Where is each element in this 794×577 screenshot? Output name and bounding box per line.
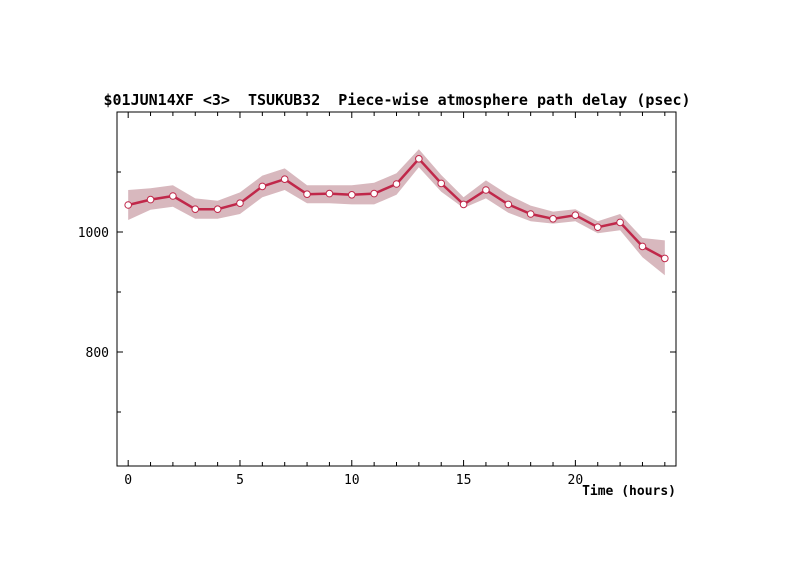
data-point <box>437 179 446 188</box>
data-point <box>146 195 155 204</box>
data-point-layer <box>124 155 669 263</box>
uncertainty-band-layer <box>128 149 665 276</box>
y-tick-label: 1000 <box>78 226 109 241</box>
data-point <box>504 200 513 209</box>
data-point <box>303 190 311 198</box>
x-tick-label: 20 <box>568 473 584 488</box>
x-tick-label: 5 <box>236 473 244 488</box>
data-point <box>124 201 132 209</box>
data-point <box>258 182 267 191</box>
x-tick-label: 15 <box>456 473 472 488</box>
data-point <box>459 200 468 209</box>
data-point <box>325 189 334 198</box>
data-point <box>236 199 244 207</box>
tick-label-layer: 0 5 10 15 20 800 1000 <box>78 226 584 488</box>
plot-frame <box>116 111 677 467</box>
x-tick-label: 0 <box>124 473 132 488</box>
data-point <box>392 180 401 188</box>
data-point <box>347 191 356 199</box>
y-tick-label: 800 <box>86 346 109 361</box>
axis-tick-layer <box>117 112 676 466</box>
data-point <box>370 189 378 198</box>
uncertainty-band <box>128 149 665 276</box>
data-point <box>280 175 289 183</box>
x-axis-label: Time (hours) <box>582 484 676 499</box>
data-point <box>482 186 490 194</box>
data-point <box>638 242 647 251</box>
x-tick-label: 10 <box>344 473 360 488</box>
data-point <box>616 218 624 227</box>
chart-title: $01JUN14XF <3> TSUKUB32 Piece-wise atmos… <box>104 91 691 109</box>
data-point <box>593 223 602 231</box>
data-point <box>661 254 669 263</box>
data-point <box>526 210 535 218</box>
data-point <box>213 205 222 213</box>
data-point <box>571 211 580 219</box>
data-point <box>191 205 200 213</box>
data-point <box>169 192 177 200</box>
data-point <box>549 215 557 223</box>
data-point <box>415 155 423 163</box>
